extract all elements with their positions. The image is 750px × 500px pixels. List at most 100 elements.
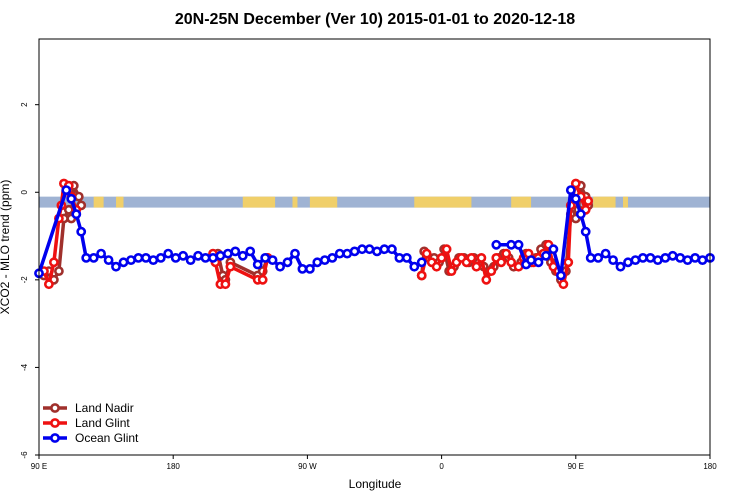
series-ocean-glint — [34, 185, 715, 281]
y-tick-label-4: 2 — [20, 102, 29, 107]
x-axis-label: Longitude — [349, 477, 402, 491]
ocean-glint-point-27 — [245, 246, 256, 257]
land-glint-point-46 — [563, 257, 574, 268]
ocean-glint-point-16 — [163, 248, 174, 259]
ocean-glint-point-64 — [585, 252, 596, 263]
land-glint-point-18 — [421, 248, 432, 259]
land-band-segment-8 — [623, 196, 628, 208]
land-glint-point-20 — [431, 261, 442, 272]
ocean-glint-point-5 — [81, 252, 92, 263]
ocean-glint-point-67 — [608, 255, 618, 265]
ocean-glint-point-15 — [155, 252, 166, 263]
land-glint-point-29 — [476, 252, 487, 263]
ocean-glint-point-59 — [556, 270, 566, 281]
ocean-glint-point-65 — [593, 252, 604, 263]
legend-label-land-glint: Land Glint — [75, 416, 130, 430]
land-glint-point-51 — [583, 196, 594, 206]
ocean-glint-point-41 — [349, 246, 360, 257]
ocean-glint-point-61 — [570, 193, 581, 204]
ocean-glint-point-35 — [304, 263, 315, 274]
land-glint-point-45 — [558, 279, 569, 290]
land-glint-point-31 — [486, 266, 497, 276]
ocean-glint-point-79 — [697, 255, 708, 265]
ocean-glint-point-18 — [178, 250, 188, 261]
land-nadir-point-3 — [54, 266, 64, 276]
land-band-segment-6 — [511, 196, 532, 208]
ocean-glint-point-26 — [237, 250, 248, 261]
land-glint-point-27 — [466, 252, 477, 263]
ocean-glint-point-53 — [513, 239, 524, 250]
ocean-glint-point-12 — [133, 252, 144, 263]
x-tick-label-0: 90 E — [31, 462, 47, 471]
ocean-glint-point-30 — [267, 255, 278, 265]
land-glint-point-12 — [220, 279, 231, 290]
legend-marker-land-glint — [50, 418, 60, 428]
land-glint-point-21 — [436, 252, 447, 263]
ocean-glint-point-25 — [230, 246, 241, 257]
ocean-glint-point-33 — [290, 248, 300, 259]
legend-label-land-nadir: Land Nadir — [75, 401, 134, 415]
ocean-glint-point-6 — [88, 252, 99, 263]
ocean-glint-point-66 — [600, 248, 611, 259]
y-tick-label-3: 0 — [20, 189, 29, 194]
land-glint-point-23 — [446, 266, 457, 276]
land-band-segment-1 — [116, 196, 124, 208]
ocean-glint-point-77 — [682, 255, 693, 265]
ocean-glint-point-21 — [200, 252, 211, 263]
land-band-segment-2 — [242, 196, 276, 208]
ocean-glint-point-43 — [364, 244, 375, 255]
ocean-glint-point-31 — [275, 261, 285, 272]
land-nadir-point-8 — [73, 191, 84, 202]
ocean-glint-point-8 — [103, 255, 114, 265]
ocean-band — [39, 196, 710, 208]
ocean-glint-point-37 — [319, 255, 330, 265]
ocean-glint-point-50 — [416, 257, 427, 268]
y-axis-label: XCO2 - MLO trend (ppm) — [0, 180, 12, 315]
series-layer — [34, 178, 715, 290]
x-tick-label-2: 90 W — [298, 462, 317, 471]
land-glint-point-13 — [225, 261, 236, 272]
ocean-glint-point-2 — [66, 193, 77, 204]
y-tick-label-0: -6 — [20, 451, 29, 459]
land-band-segment-0 — [93, 196, 104, 208]
land-glint-point-33 — [496, 257, 507, 268]
ocean-glint-point-14 — [148, 255, 159, 265]
plot-frame — [38, 38, 711, 456]
land-glint-point-34 — [501, 248, 512, 259]
ocean-glint-point-38 — [327, 252, 338, 263]
land-glint-point-22 — [441, 244, 452, 255]
land-glint-point-17 — [416, 270, 427, 281]
ocean-glint-point-62 — [575, 209, 586, 220]
ocean-glint-point-58 — [548, 244, 559, 255]
ocean-glint-point-23 — [215, 250, 226, 261]
ocean-glint-point-57 — [541, 250, 551, 261]
y-tick-label-1: -4 — [20, 363, 29, 371]
land-glint-point-35 — [506, 257, 517, 268]
ocean-glint-point-3 — [71, 209, 82, 220]
land-glint-point-48 — [570, 178, 581, 189]
ocean-glint-point-1 — [61, 185, 72, 195]
land-glint-point-1 — [44, 279, 54, 290]
ocean-glint-point-70 — [630, 255, 641, 265]
ocean-glint-point-7 — [96, 248, 106, 259]
ocean-glint-point-34 — [297, 263, 308, 274]
land-glint-point-2 — [49, 257, 59, 268]
land-ocean-band — [39, 196, 710, 208]
chart-title: 20N-25N December (Ver 10) 2015-01-01 to … — [175, 11, 575, 28]
x-axis: 90 E 180 90 W 0 90 E 180 — [31, 455, 717, 471]
land-glint-point-28 — [471, 261, 482, 272]
land-band-segment-4 — [309, 196, 338, 208]
ocean-glint-point-9 — [111, 261, 121, 272]
x-tick-label-1: 180 — [167, 462, 181, 471]
land-glint-point-30 — [481, 274, 492, 285]
ocean-glint-point-71 — [638, 252, 648, 263]
land-nadir-point-5 — [63, 204, 74, 215]
ocean-glint-point-49 — [409, 261, 420, 272]
land-glint-point-36 — [513, 261, 524, 272]
ocean-glint-point-56 — [533, 257, 544, 268]
legend-marker-land-nadir — [50, 403, 60, 413]
ocean-glint-point-68 — [615, 261, 626, 272]
ocean-glint-point-36 — [312, 257, 323, 268]
ocean-glint-point-10 — [118, 257, 129, 268]
